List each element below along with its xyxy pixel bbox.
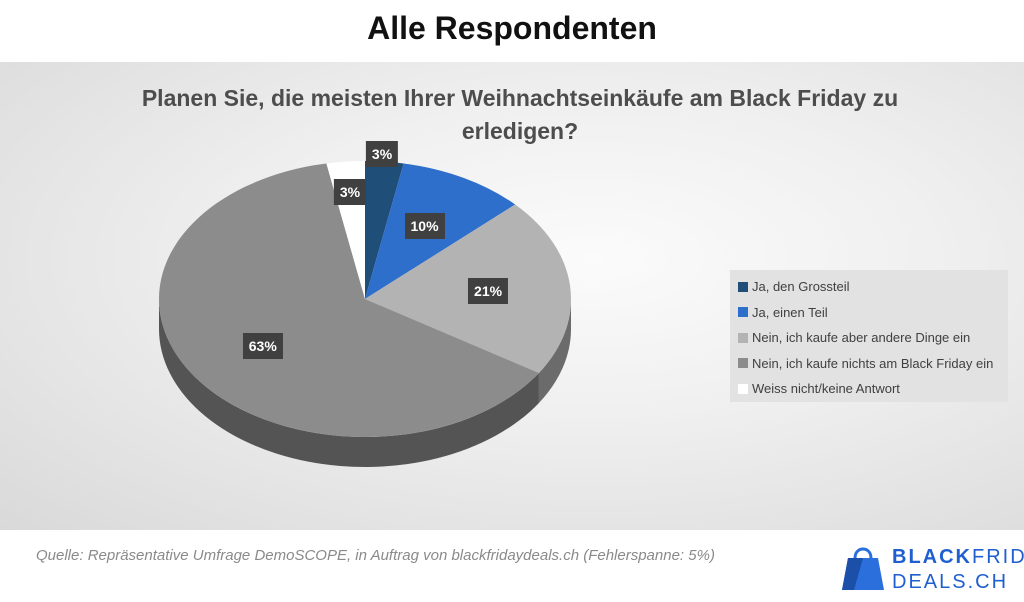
legend-item-4: Nein, ich kaufe nichts am Black Friday e… — [738, 351, 1000, 377]
pie-side-4 — [159, 299, 539, 468]
legend-swatch — [738, 383, 748, 394]
data-label-5: 3% — [333, 179, 367, 206]
legend-item-3: Nein, ich kaufe aber andere Dinge ein — [738, 325, 1000, 351]
chart-panel: Planen Sie, die meisten Ihrer Weihnachts… — [0, 62, 1024, 530]
chart-title: Planen Sie, die meisten Ihrer Weihnachts… — [110, 82, 930, 148]
data-label-4: 63% — [242, 332, 283, 359]
legend-swatch — [738, 281, 748, 292]
brand-logo[interactable]: BLACKFRIDAY DEALS.CH — [840, 540, 1024, 596]
source-note: Quelle: Repräsentative Umfrage DemoSCOPE… — [36, 547, 715, 564]
legend-item-1: Ja, den Grossteil — [738, 274, 1000, 300]
legend-item-5: Weiss nicht/keine Antwort — [738, 376, 1000, 402]
legend-item-2: Ja, einen Teil — [738, 300, 1000, 326]
pie-slice-1 — [365, 161, 404, 299]
data-label-3: 21% — [468, 278, 509, 305]
chart-legend: Ja, den Grossteil Ja, einen Teil Nein, ich… — [730, 270, 1008, 402]
chart-title-line-1: Planen Sie, die meisten Ihrer Weihnachts… — [141, 85, 899, 111]
pie-slice-4 — [159, 163, 539, 437]
brand-black: BLACK — [892, 546, 972, 568]
chart-title-line-2: erledigen? — [461, 118, 579, 144]
legend-label: Nein, ich kaufe aber andere Dinge ein — [752, 330, 971, 346]
legend-label: Ja, den Grossteil — [752, 279, 850, 295]
brand-friday: FRIDAY — [972, 546, 1024, 568]
legend-swatch — [738, 332, 748, 343]
legend-swatch — [738, 358, 748, 369]
legend-swatch — [738, 307, 748, 318]
shopping-bag-icon — [842, 547, 884, 590]
data-label-2: 10% — [404, 213, 445, 240]
brand-line-1: BLACKFRIDAY — [892, 546, 1024, 569]
pie-slice-3 — [365, 204, 571, 373]
pie-side-3 — [538, 299, 571, 403]
legend-label: Ja, einen Teil — [752, 304, 828, 320]
page-title: Alle Respondenten — [367, 10, 657, 46]
legend-label: Nein, ich kaufe nichts am Black Friday e… — [752, 355, 994, 371]
data-label-1: 3% — [365, 141, 399, 168]
brand-line-2: DEALS.CH — [892, 571, 1009, 593]
legend-label: Weiss nicht/keine Antwort — [752, 381, 900, 397]
